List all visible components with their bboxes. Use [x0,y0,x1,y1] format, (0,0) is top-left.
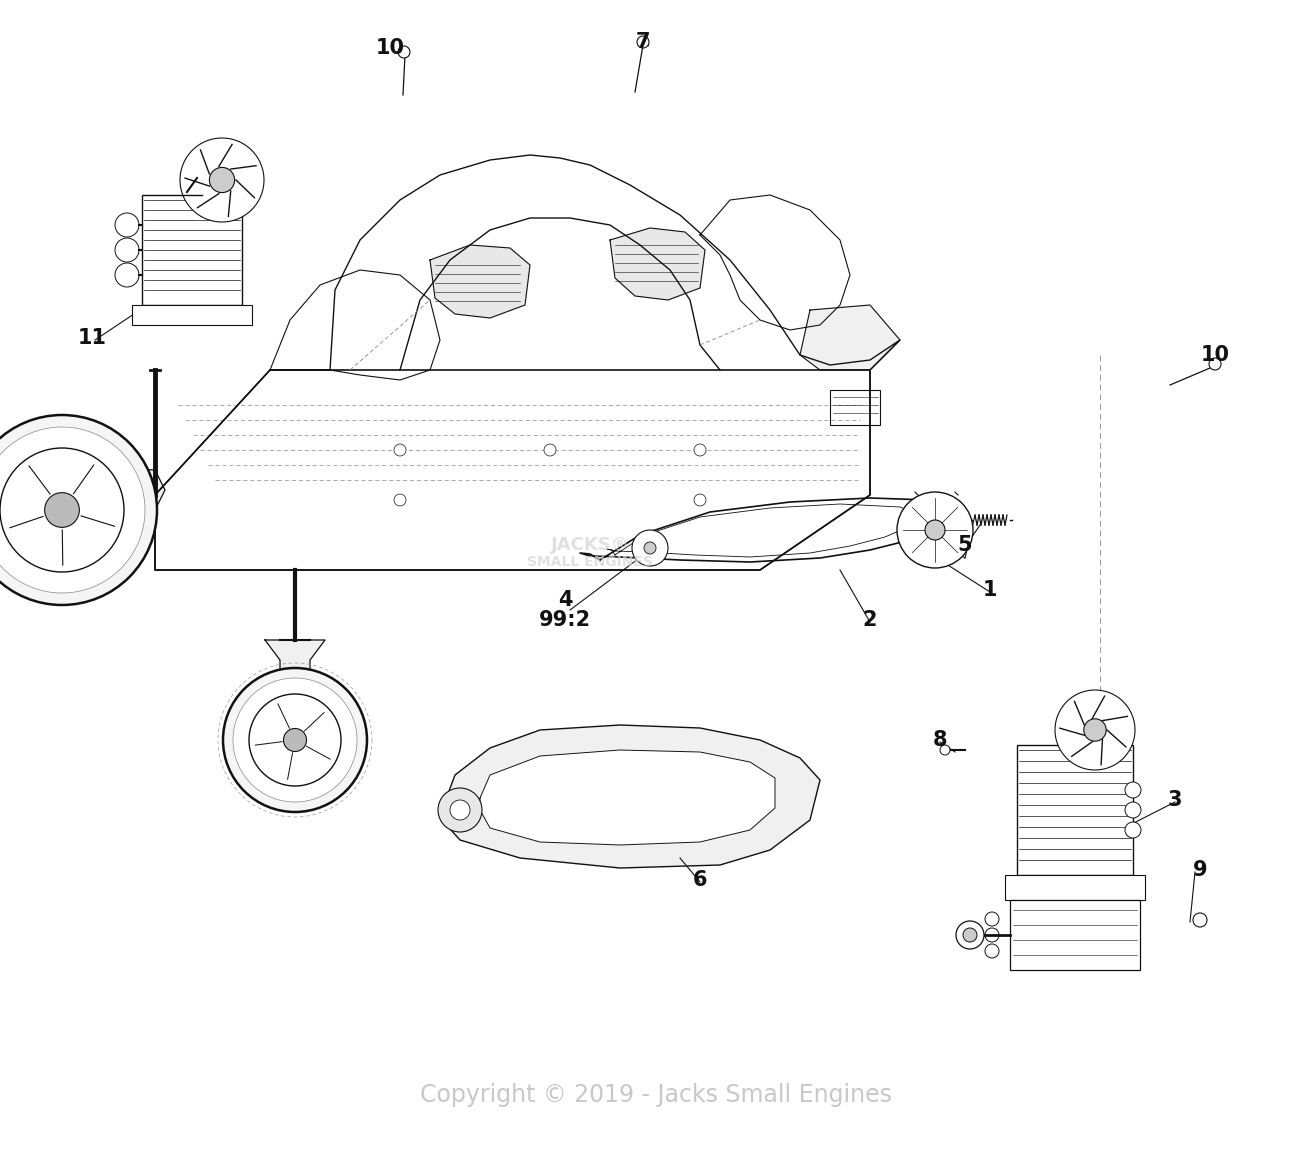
Polygon shape [480,750,775,845]
Circle shape [985,912,999,926]
Polygon shape [610,228,705,300]
Circle shape [395,494,406,506]
Circle shape [897,492,973,568]
Circle shape [0,448,125,572]
Circle shape [115,213,139,237]
FancyBboxPatch shape [830,390,880,425]
Circle shape [0,415,157,605]
Circle shape [0,427,146,593]
Text: 4: 4 [557,590,572,610]
Text: 2: 2 [863,610,877,629]
Circle shape [694,494,707,506]
Text: Copyright © 2019 - Jacks Small Engines: Copyright © 2019 - Jacks Small Engines [420,1083,891,1106]
FancyBboxPatch shape [132,305,252,325]
Circle shape [926,520,945,541]
Circle shape [644,542,656,554]
Text: 6: 6 [692,870,707,891]
Circle shape [1084,718,1106,742]
Circle shape [1055,690,1135,770]
Polygon shape [265,640,325,700]
Text: 5: 5 [958,535,973,556]
Text: 10: 10 [375,38,405,58]
Circle shape [395,444,406,456]
FancyBboxPatch shape [1009,900,1141,970]
Text: 7: 7 [636,32,650,52]
FancyBboxPatch shape [1006,875,1145,900]
Circle shape [210,167,235,193]
Circle shape [544,444,556,456]
Polygon shape [442,725,819,869]
Circle shape [1125,822,1141,839]
Circle shape [956,921,985,949]
Circle shape [399,46,410,58]
Circle shape [985,927,999,942]
Circle shape [115,263,139,286]
Text: SMALL ENGINES: SMALL ENGINES [527,556,653,569]
Text: 11: 11 [77,328,106,348]
Polygon shape [100,468,165,512]
Text: 10: 10 [1201,345,1230,365]
Circle shape [1209,358,1221,370]
Circle shape [1193,912,1207,927]
Polygon shape [430,245,530,318]
Circle shape [233,678,357,802]
FancyBboxPatch shape [1017,745,1133,875]
Circle shape [438,788,482,832]
Circle shape [985,944,999,957]
Text: 1: 1 [983,580,998,599]
Text: 99:2: 99:2 [539,610,591,629]
Text: 9: 9 [1193,860,1207,880]
Circle shape [45,493,80,528]
Circle shape [694,444,707,456]
Circle shape [940,745,950,755]
Circle shape [223,668,367,812]
Text: JACKS®: JACKS® [551,536,629,554]
Circle shape [450,800,471,820]
Circle shape [964,927,977,942]
Text: 8: 8 [932,730,948,750]
Circle shape [1125,782,1141,798]
Circle shape [115,238,139,262]
Circle shape [180,137,264,222]
Polygon shape [800,305,899,370]
Circle shape [249,694,341,787]
Circle shape [283,729,307,752]
Circle shape [1125,802,1141,818]
Text: 3: 3 [1168,790,1183,810]
FancyBboxPatch shape [142,195,243,305]
Circle shape [632,530,669,566]
Circle shape [637,36,649,49]
